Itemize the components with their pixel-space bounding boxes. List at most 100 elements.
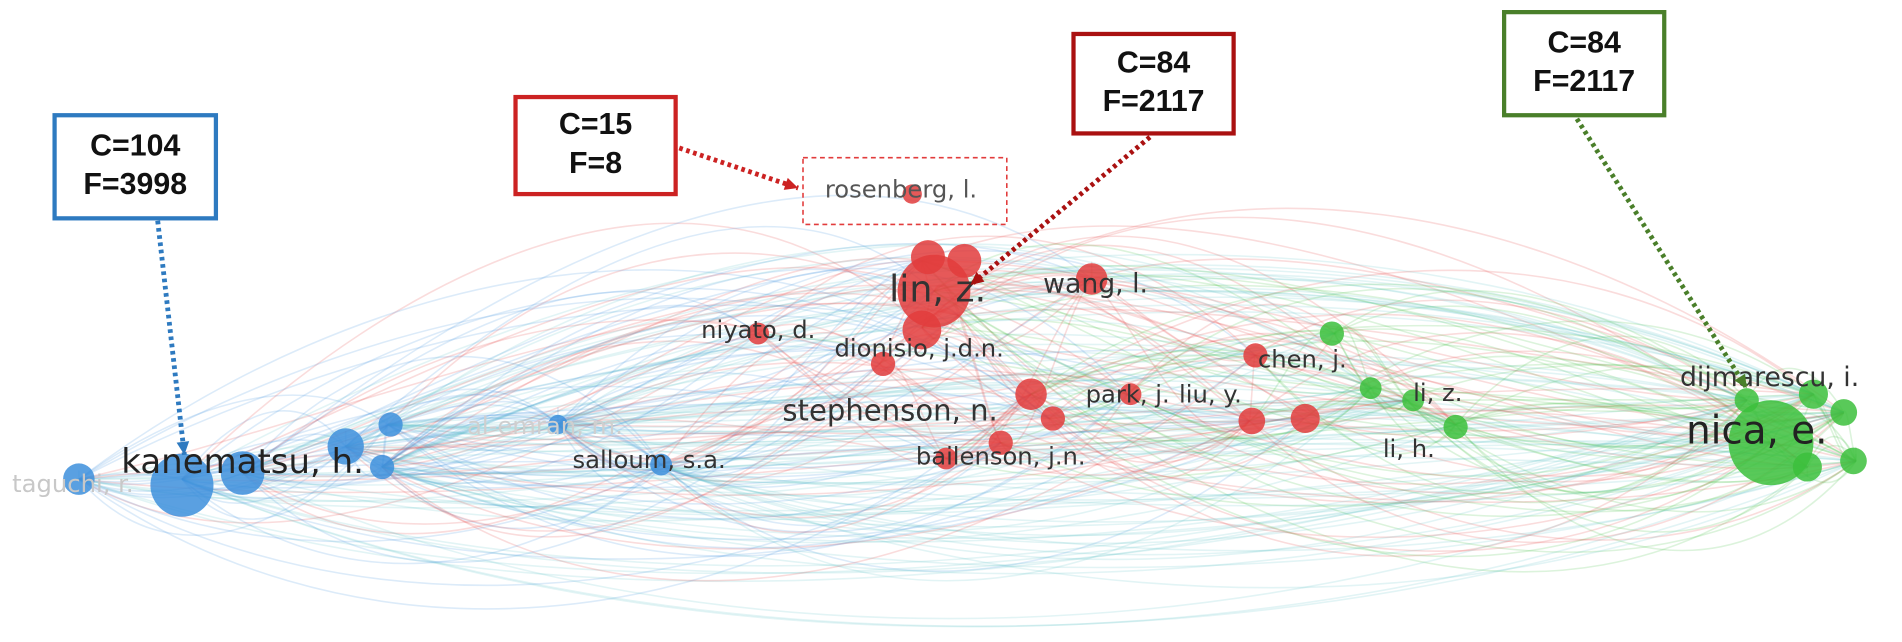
edge xyxy=(387,423,1001,478)
edge xyxy=(557,393,1129,533)
edge xyxy=(1000,411,1845,539)
node xyxy=(1238,407,1266,435)
edge xyxy=(557,333,1408,426)
edge xyxy=(78,297,1032,480)
edge xyxy=(557,418,947,460)
node xyxy=(897,254,971,328)
edge xyxy=(345,414,559,448)
edge xyxy=(660,393,1032,489)
edge xyxy=(660,274,1092,466)
edge xyxy=(242,290,759,474)
edge xyxy=(957,314,1845,518)
edge xyxy=(1000,441,1857,503)
edge xyxy=(345,343,1772,448)
edge xyxy=(181,385,947,480)
edge xyxy=(242,442,1772,620)
edge xyxy=(660,393,1032,533)
edge xyxy=(921,318,1456,426)
edge xyxy=(78,441,1771,480)
edge xyxy=(1303,399,1747,439)
edge xyxy=(381,423,1456,544)
edge xyxy=(1248,420,1857,541)
edge xyxy=(345,404,559,448)
edge xyxy=(388,387,1371,444)
edge xyxy=(557,371,947,460)
node xyxy=(947,243,982,278)
node xyxy=(1243,343,1268,368)
edge xyxy=(557,420,1250,428)
edge xyxy=(557,417,1305,438)
edge xyxy=(957,282,1408,401)
edge xyxy=(921,278,1093,352)
edge xyxy=(78,442,1002,587)
edge xyxy=(381,289,1748,468)
edge xyxy=(758,332,1772,448)
edge xyxy=(879,363,1814,504)
edge xyxy=(1030,393,1814,485)
edge xyxy=(557,267,1129,426)
edge xyxy=(345,290,935,489)
annotation-arrow xyxy=(1574,117,1749,390)
edge xyxy=(557,423,1772,496)
edge xyxy=(557,290,935,440)
edge xyxy=(660,260,923,475)
edge xyxy=(242,326,923,525)
edge xyxy=(957,216,1808,468)
annotation-box xyxy=(52,113,219,221)
edge xyxy=(957,314,1808,573)
edge xyxy=(921,260,1857,470)
edge xyxy=(381,423,1456,516)
node-label: al-emran, m. xyxy=(467,411,623,440)
edge xyxy=(1248,332,1808,468)
edge xyxy=(1333,289,1748,401)
edge xyxy=(242,411,1844,517)
edge xyxy=(933,265,1857,462)
edge xyxy=(242,289,1845,474)
edge xyxy=(381,416,662,468)
edge xyxy=(921,326,1371,389)
edge xyxy=(1254,354,1748,504)
edge xyxy=(1454,424,1857,552)
edge xyxy=(381,414,662,468)
node xyxy=(220,451,265,495)
edge xyxy=(1455,335,1748,426)
edge xyxy=(181,463,662,565)
edge xyxy=(181,417,1305,560)
edge xyxy=(181,243,1335,480)
edge xyxy=(387,243,1372,426)
edge xyxy=(345,411,1844,486)
edge xyxy=(1049,332,1335,420)
node xyxy=(1075,263,1108,295)
edge xyxy=(1249,399,1408,422)
edge xyxy=(1455,364,1845,426)
edge xyxy=(381,420,1250,550)
edge xyxy=(660,417,1305,572)
edge xyxy=(921,326,1250,464)
edge xyxy=(1030,349,1372,395)
edge xyxy=(557,423,662,473)
edge xyxy=(557,424,662,489)
edge xyxy=(557,281,1408,426)
edge xyxy=(946,399,1408,462)
edge xyxy=(242,399,1408,522)
edge xyxy=(557,423,1002,519)
edge xyxy=(1030,324,1814,395)
node xyxy=(150,453,214,517)
edge xyxy=(1091,278,1814,478)
edge xyxy=(345,393,1129,478)
edge xyxy=(388,416,559,426)
highlight-box xyxy=(802,156,1008,226)
edge xyxy=(921,326,1844,429)
edge xyxy=(1127,393,1808,513)
edge xyxy=(78,445,346,483)
edge xyxy=(557,260,923,471)
edge xyxy=(557,383,1050,426)
edge xyxy=(1127,393,1814,432)
node-label: salloum, s.a. xyxy=(573,445,726,474)
edge xyxy=(381,354,1256,582)
edge xyxy=(242,374,1844,474)
edge xyxy=(1030,393,1772,558)
edge xyxy=(387,423,1002,520)
edge xyxy=(557,378,1129,426)
node xyxy=(935,447,958,470)
